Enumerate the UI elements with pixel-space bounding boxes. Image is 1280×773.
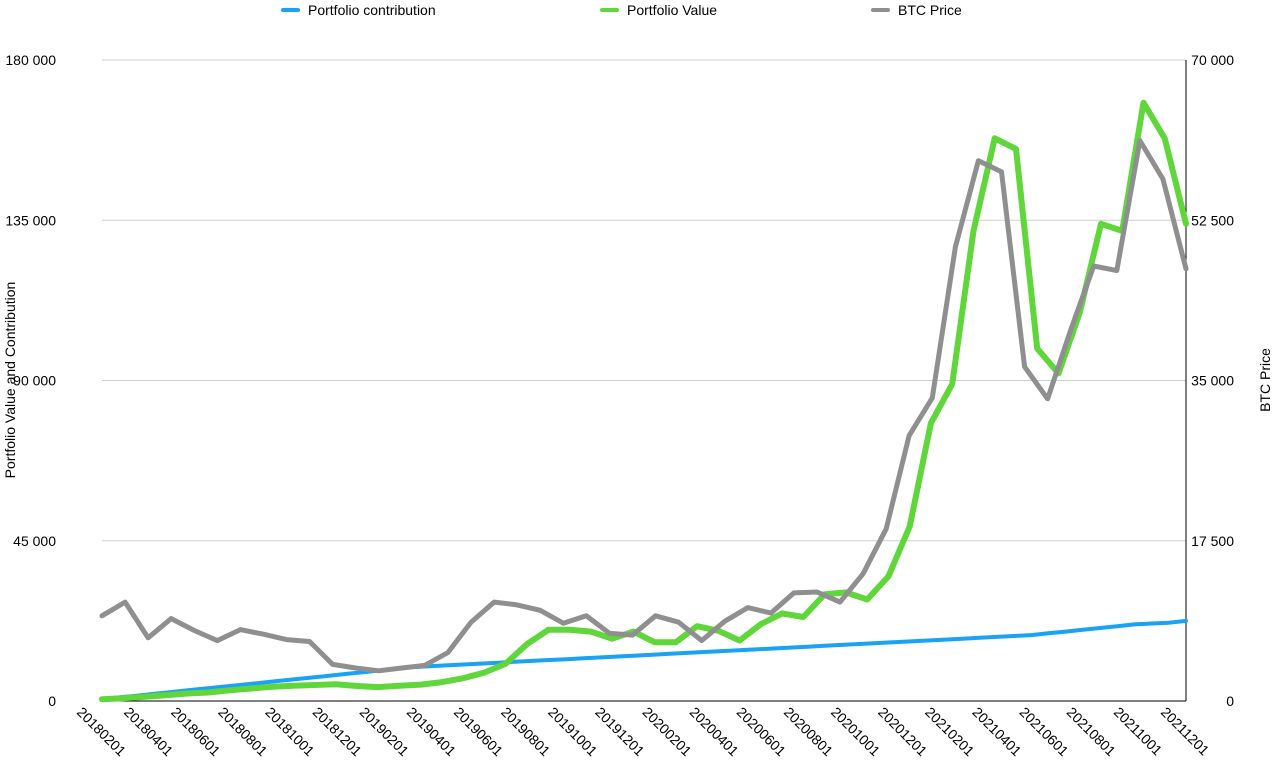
x-tick-label: 20200401 [687,704,743,760]
x-tick-label: 20211201 [1158,704,1213,759]
x-tick-label: 20211001 [1111,704,1166,759]
x-tick-label: 20200801 [781,704,837,760]
y-tick-label-right: 35 000 [1191,373,1234,389]
y-tick-label-right: 52 500 [1191,212,1234,228]
y-tick-label-right: 17 500 [1191,533,1234,549]
x-tick-label: 20210401 [969,704,1025,760]
y-tick-label-left: 135 000 [5,212,56,228]
legend: Portfolio contribution Portfolio Value B… [281,2,962,18]
x-tick-label: 20181201 [310,704,366,760]
x-tick-label: 20190201 [357,704,413,760]
y-tick-label-left: 45 000 [13,533,56,549]
gridlines [102,59,1186,542]
y-tick-label-left: 90 000 [13,373,56,389]
y-tick-label-right: 0 [1226,693,1234,709]
y-axis-left-ticks: 0 45 000 90 000 135 000 180 000 [5,52,56,709]
x-tick-label: 20201001 [828,704,884,760]
y-tick-label-left: 0 [48,693,56,709]
series-line-btc [99,138,1189,674]
x-tick-label: 20181001 [262,704,318,760]
legend-label-value: Portfolio Value [627,2,717,18]
x-axis-ticks: 2018020120180401201806012018080120181001… [74,704,1213,760]
x-tick-label: 20180201 [74,704,130,760]
x-tick-label: 20210201 [922,704,978,760]
x-tick-label: 20210601 [1016,704,1072,760]
y-tick-label-right: 70 000 [1191,52,1234,68]
x-tick-label: 20180401 [121,704,177,760]
series-line-value [99,99,1189,703]
y-axis-left-title: Portfolio Value and Contribution [2,282,18,479]
y-tick-label-left: 180 000 [5,52,56,68]
x-tick-label: 20200601 [734,704,790,760]
x-tick-label: 20190801 [498,704,554,760]
y-axis-right-ticks: 0 17 500 35 000 52 500 70 000 [1191,52,1234,709]
x-tick-label: 20190601 [451,704,507,760]
x-tick-label: 20191201 [592,704,648,760]
x-tick-label: 20180801 [215,704,271,760]
x-tick-label: 20191001 [545,704,601,760]
x-tick-label: 20180601 [168,704,224,760]
legend-label-contribution: Portfolio contribution [308,2,436,18]
x-tick-label: 20210801 [1064,704,1120,760]
legend-label-btc: BTC Price [898,2,962,18]
x-tick-label: 20201201 [875,704,931,760]
y-axis-right-title: BTC Price [1257,348,1273,412]
series-lines [99,99,1189,703]
x-tick-label: 20190401 [404,704,460,760]
series-line-contribution [100,618,1188,702]
x-tick-label: 20200201 [639,704,695,760]
